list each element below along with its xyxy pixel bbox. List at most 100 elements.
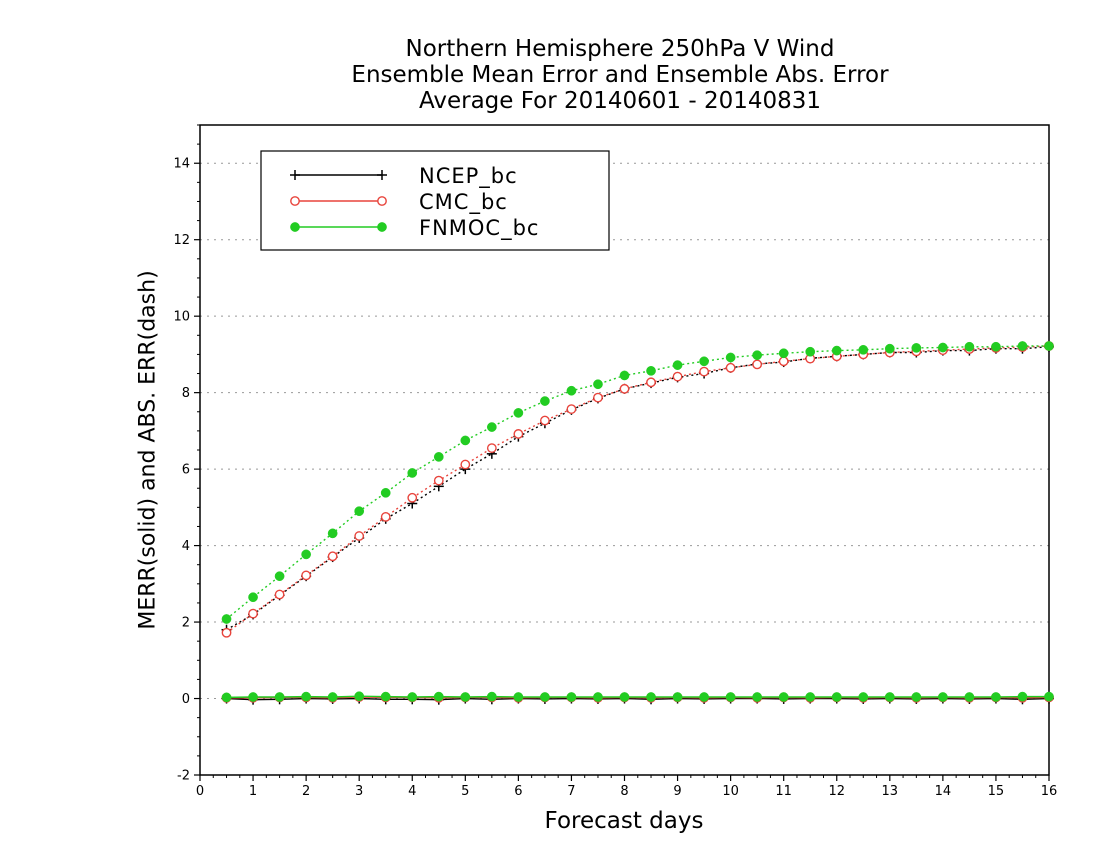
mean-error-point <box>274 692 285 702</box>
abs-error-point <box>566 404 577 414</box>
abs-error-point <box>964 341 975 352</box>
mean-error-point <box>1017 691 1028 702</box>
x-tick-label: 7 <box>567 784 575 799</box>
abs-error-point <box>380 487 391 498</box>
series-ncep-bc <box>221 341 1054 705</box>
abs-error-point <box>991 341 1001 352</box>
x-tick-label: 3 <box>355 784 363 799</box>
abs-error-point <box>1017 341 1028 351</box>
mean-error-point <box>831 692 842 702</box>
mean-error-point <box>725 692 736 702</box>
mean-error-point <box>301 691 311 702</box>
abs-error-point <box>327 528 338 539</box>
x-tick-label: 9 <box>673 784 681 799</box>
abs-error-point <box>858 344 869 355</box>
mean-error-point <box>380 691 391 702</box>
y-tick-label: -2 <box>177 769 190 784</box>
abs-error-line <box>226 346 1050 631</box>
mean-error-point <box>619 692 630 702</box>
abs-error-point <box>672 371 683 382</box>
mean-error-point <box>248 692 258 702</box>
mean-error-point <box>1044 691 1054 702</box>
abs-error-point <box>646 366 656 376</box>
legend-item-cmc-bc: CMC_bc <box>290 190 507 215</box>
chart-title-line-2: Ensemble Mean Error and Ensemble Abs. Er… <box>351 62 889 88</box>
x-tick-label: 14 <box>935 784 952 799</box>
y-tick-label: 0 <box>182 692 190 707</box>
x-tick-label: 12 <box>828 784 845 799</box>
x-tick-label: 16 <box>1041 784 1058 799</box>
abs-error-point <box>884 343 895 354</box>
abs-error-point <box>354 531 365 541</box>
abs-error-point <box>593 379 603 390</box>
abs-error-point <box>672 360 683 370</box>
series-fnmoc-bc <box>221 341 1054 703</box>
abs-error-point <box>274 571 285 582</box>
abs-error-point <box>778 356 789 367</box>
abs-error-point <box>380 512 391 522</box>
abs-error-point <box>619 370 630 381</box>
legend-item-ncep-bc: NCEP_bc <box>290 164 517 189</box>
legend-marker <box>290 222 300 232</box>
abs-error-point <box>407 468 418 478</box>
x-tick-label: 0 <box>196 784 204 799</box>
x-tick-label: 5 <box>461 784 469 799</box>
y-tick-label: 8 <box>182 386 190 401</box>
abs-error-point <box>221 627 232 638</box>
x-tick-label: 2 <box>302 784 310 799</box>
x-tick-label: 11 <box>775 784 792 799</box>
abs-error-point <box>540 396 550 406</box>
legend-marker <box>290 170 300 180</box>
mean-error-point <box>513 692 524 702</box>
mean-error-point <box>911 692 922 702</box>
mean-error-point <box>540 692 550 702</box>
legend-marker <box>377 170 387 180</box>
x-tick-label: 6 <box>514 784 522 799</box>
legend-marker <box>377 222 387 232</box>
x-tick-label: 15 <box>988 784 1005 799</box>
abs-error-point <box>513 429 524 439</box>
mean-error-point <box>672 692 683 702</box>
abs-error-point <box>274 589 285 600</box>
chart-title-line-3: Average For 20140601 - 20140831 <box>418 88 822 114</box>
mean-error-point <box>938 692 948 702</box>
abs-error-point <box>619 383 630 394</box>
mean-error-point <box>460 692 471 702</box>
mean-error-point <box>805 692 816 702</box>
abs-error-point <box>593 392 603 403</box>
mean-error-point <box>486 691 497 702</box>
abs-error-point <box>699 366 709 377</box>
mean-error-point <box>221 692 232 703</box>
abs-error-point <box>354 506 365 517</box>
mean-error-line <box>226 697 1050 701</box>
mean-error-point <box>964 692 975 702</box>
abs-error-point <box>540 415 550 426</box>
x-tick-label: 8 <box>620 784 628 799</box>
abs-error-point <box>301 549 311 560</box>
abs-error-point <box>460 435 471 446</box>
mean-error-point <box>646 692 656 702</box>
y-tick-label: 2 <box>182 616 190 631</box>
y-tick-label: 4 <box>182 539 190 554</box>
abs-error-point <box>248 608 258 619</box>
abs-error-point <box>911 343 922 353</box>
abs-error-point <box>805 346 816 357</box>
mean-error-point <box>433 691 444 702</box>
x-tick-label: 1 <box>249 784 257 799</box>
abs-error-point <box>486 443 497 453</box>
series-layer <box>221 341 1054 705</box>
abs-error-point <box>699 356 709 367</box>
x-tick-label: 4 <box>408 784 416 799</box>
series-cmc-bc <box>221 341 1054 703</box>
mean-error-point <box>327 692 338 702</box>
mean-error-point <box>991 692 1001 702</box>
legend-marker <box>377 196 387 206</box>
chart-title-line-1: Northern Hemisphere 250hPa V Wind <box>405 36 835 62</box>
abs-error-point <box>831 345 842 356</box>
abs-error-point <box>778 348 789 359</box>
y-tick-label: 12 <box>173 233 190 248</box>
abs-error-point <box>1044 341 1054 351</box>
mean-error-point <box>752 692 763 702</box>
